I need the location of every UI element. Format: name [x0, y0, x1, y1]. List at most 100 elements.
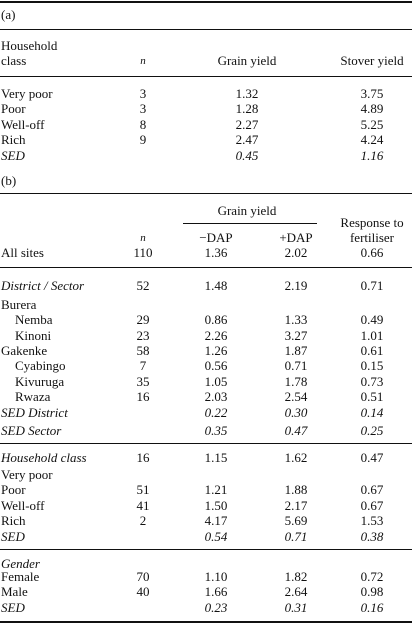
table-row-plus-dap: 1.33 — [284, 312, 308, 328]
table-row-n: 3 — [139, 86, 147, 101]
bottom-rule — [0, 621, 412, 623]
table-row-label: Poor — [1, 482, 26, 498]
table-row-response: 1.53 — [360, 513, 384, 529]
household-sed-label: SED — [1, 529, 25, 544]
table-row-label: Poor — [1, 101, 26, 117]
table-row-n: 23 — [136, 327, 150, 343]
table-row-plus-dap: 1.78 — [284, 373, 308, 389]
household-sed-minus: 0.54 — [204, 529, 228, 544]
table-row-label: Rich — [1, 513, 26, 529]
sed-district-resp: 0.14 — [360, 405, 384, 420]
table-row-response: 0.67 — [360, 497, 384, 513]
household-resp: 0.47 — [360, 450, 384, 465]
district-n: 52 — [136, 278, 150, 293]
all-sites-minus: 1.36 — [204, 245, 228, 260]
table-row-plus-dap: 3.27 — [284, 327, 308, 343]
sed-sector-plus: 0.47 — [284, 423, 308, 438]
table-row-plus-dap: 1.82 — [284, 569, 308, 584]
table-row-grain: 2.47 — [235, 132, 259, 148]
table-row-grain: 1.32 — [235, 86, 259, 101]
table-row-minus-dap: 0.56 — [204, 358, 228, 374]
gender-sed-plus: 0.31 — [284, 600, 308, 615]
gender-sed-label: SED — [1, 600, 25, 615]
household-heading: Household class — [1, 450, 87, 465]
table-row-plus-dap: 1.87 — [284, 342, 308, 358]
table-row-label: Cyabingo — [15, 358, 66, 374]
household-sed-plus: 0.71 — [284, 529, 308, 544]
part-b-header-plus-dap: +DAP — [279, 230, 313, 245]
table-row-plus-dap: 0.71 — [284, 358, 308, 374]
table-row-label: Burera — [1, 297, 37, 312]
table-row-minus-dap: 0.86 — [204, 312, 228, 328]
table-row-minus-dap: 2.03 — [204, 388, 228, 404]
table-row-response: 0.72 — [360, 569, 384, 584]
district-resp: 0.71 — [360, 278, 384, 293]
table-row-plus-dap: 2.64 — [284, 584, 308, 600]
table-row-n: 3 — [139, 101, 147, 117]
table-row-n: 58 — [136, 342, 150, 358]
part-a-sed-label: SED — [1, 148, 25, 163]
table-row-n: 51 — [136, 482, 150, 498]
household-plus: 1.62 — [284, 450, 308, 465]
table-row-response: 0.98 — [360, 584, 384, 600]
household-sed-resp: 0.38 — [360, 529, 384, 544]
part-b-header-n: n — [140, 232, 146, 244]
table-row-n: 29 — [136, 312, 150, 328]
part-a-header-n: n — [140, 55, 146, 67]
table-row-n: 35 — [136, 373, 150, 389]
table-row-label: Male — [1, 584, 28, 600]
table-row-minus-dap: 1.05 — [204, 373, 228, 389]
table-row-response: 1.01 — [360, 327, 384, 343]
part-a-header-class-line2: class — [1, 53, 27, 68]
table-row-response: 0.51 — [360, 388, 384, 404]
part-b-header-top-rule — [0, 193, 412, 194]
table-row-grain: 2.27 — [235, 116, 259, 132]
table-row-n: 8 — [139, 116, 147, 132]
sed-district-plus: 0.30 — [284, 405, 308, 420]
table-row-stover: 4.24 — [360, 132, 384, 148]
district-minus: 1.48 — [204, 278, 228, 293]
all-sites-resp: 0.66 — [360, 245, 384, 260]
table-row-n: 40 — [136, 584, 150, 600]
table-row-n: 41 — [136, 497, 150, 513]
table-row-response: 0.61 — [360, 342, 384, 358]
gender-sed-minus: 0.23 — [204, 600, 228, 615]
table-row-minus-dap: 1.66 — [204, 584, 228, 600]
part-a-sed-stover: 1.16 — [360, 148, 384, 163]
part-b-header-minus-dap: −DAP — [199, 230, 233, 245]
part-b-label: (b) — [1, 173, 17, 188]
table-row-n: 2 — [139, 513, 147, 529]
household-minus: 1.15 — [204, 450, 228, 465]
part-a-header-grain: Grain yield — [217, 53, 277, 68]
gender-heading: Gender — [1, 556, 40, 571]
household-n: 16 — [136, 450, 150, 465]
table-row-label: Kivuruga — [15, 373, 65, 389]
top-rule — [0, 1, 412, 3]
table-row-stover: 4.89 — [360, 101, 384, 117]
part-b-header-response-line2: fertiliser — [349, 230, 395, 245]
district-plus: 2.19 — [284, 278, 308, 293]
table-row-label: Well-off — [1, 116, 45, 132]
table-row-label: Very poor — [1, 467, 53, 482]
table-row-n: 7 — [139, 358, 147, 374]
table-row-label: Well-off — [1, 497, 45, 513]
part-a-sed-grain: 0.45 — [235, 148, 259, 163]
table-row-label: Very poor — [1, 86, 53, 101]
table-row-label: Nemba — [15, 312, 53, 328]
part-b-header-response-line1: Response to — [340, 215, 404, 230]
table-row-minus-dap: 1.50 — [204, 497, 228, 513]
district-heading: District / Sector — [1, 278, 85, 293]
district-bottom-rule — [0, 443, 412, 444]
sed-sector-label: SED Sector — [1, 423, 62, 438]
table-row-label: Kinoni — [15, 327, 52, 343]
all-sites-plus: 2.02 — [284, 245, 308, 260]
table-row-minus-dap: 1.26 — [204, 342, 228, 358]
grain-group-underline — [183, 223, 317, 225]
table-row-n: 70 — [136, 569, 150, 584]
sed-district-minus: 0.22 — [204, 405, 228, 420]
part-a-label: (a) — [1, 7, 16, 22]
table-row-response: 0.15 — [360, 358, 384, 374]
household-bottom-rule — [0, 549, 412, 550]
table-row-stover: 5.25 — [360, 116, 384, 132]
all-sites-label: All sites — [1, 245, 44, 260]
